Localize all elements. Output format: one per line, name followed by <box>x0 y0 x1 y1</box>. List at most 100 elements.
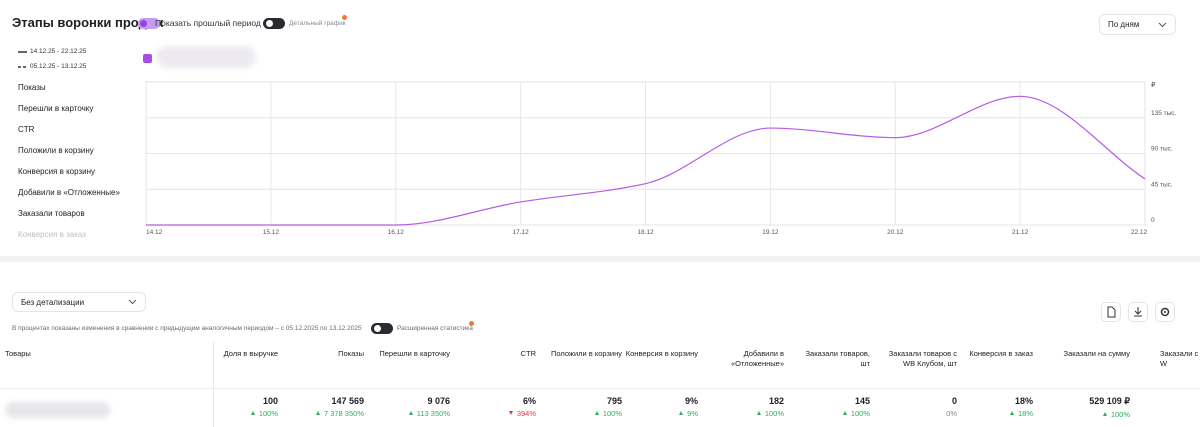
period-select-label: По дням <box>1108 20 1140 29</box>
blurred-product <box>5 402 110 418</box>
chevron <box>1158 22 1167 27</box>
table-cell: 147 569 7 378 350% <box>254 396 364 418</box>
change-text: 100% <box>764 409 784 418</box>
series-line <box>145 95 1146 226</box>
cell-change: 100% <box>760 409 870 418</box>
cell-value: 0 <box>951 396 957 406</box>
column-header: Перешли в карточку <box>379 349 450 358</box>
change-text: 9% <box>687 409 698 418</box>
metric-item: Конверсия в корзину <box>18 167 96 176</box>
change-text: 7 378 350% <box>323 409 364 418</box>
download-button[interactable] <box>1128 302 1148 322</box>
metric-item: Перешли в карточку <box>18 104 94 113</box>
column-header: Показы <box>338 349 364 358</box>
y-tick-label: 135 тыс. <box>1151 110 1177 117</box>
chart: ₽0 45 тыс. 90 тыс. 135 тыс. 14.12 15.12 16.12 1… <box>145 81 1177 236</box>
column-header: Заказали с W <box>1160 349 1199 368</box>
chevron <box>128 299 137 305</box>
cell-value: 145 <box>854 396 870 406</box>
legend-item: 14.12.25 - 22.12.25 <box>30 48 87 55</box>
cell-value: 529 109 ₽ <box>1089 396 1130 406</box>
trend-arrow <box>1009 411 1014 415</box>
trend-arrow <box>842 411 847 415</box>
toggle-previous-label: Показать прошлый период <box>155 18 261 28</box>
badge <box>469 321 474 326</box>
badge <box>342 15 347 20</box>
gear-icon <box>1160 307 1170 317</box>
cell-change: 18% <box>923 409 1033 418</box>
divider <box>0 388 1200 389</box>
cell-value: 795 <box>606 396 622 406</box>
change-text: 100% <box>258 409 278 418</box>
legend-item: 05.12.25 - 13.12.25 <box>30 63 87 70</box>
cell-change: 100% <box>512 409 622 418</box>
change-text: 18% <box>1017 409 1033 418</box>
settings-button[interactable] <box>1155 302 1175 322</box>
cell-value: 147 569 <box>331 396 364 406</box>
change-text: 100% <box>850 409 870 418</box>
table-cell: 6% 394% <box>426 396 536 418</box>
x-tick-label: 15.12 <box>263 229 280 236</box>
x-tick-label: 17.12 <box>512 229 529 236</box>
period-select[interactable]: По дням <box>1099 14 1176 35</box>
table-cell: 9 076 113 350% <box>340 396 450 418</box>
cell-value: 100 <box>262 396 278 406</box>
column-header: Заказали товаров с WB Клубом, шт <box>888 349 957 368</box>
toggle-extended-label: Расширенная статистика <box>397 325 473 332</box>
cell-change: 100% <box>168 409 278 418</box>
y-tick-label: 45 тыс. <box>1151 181 1173 188</box>
column-header: Конверсия в заказ <box>969 349 1033 358</box>
cell-value: 9 076 <box>427 396 450 406</box>
cell-value: 182 <box>768 396 784 406</box>
checkbox[interactable] <box>143 54 152 63</box>
y-unit: ₽ <box>1151 81 1156 89</box>
table-cell: 529 109 ₽ 100% <box>1020 396 1130 419</box>
metric-item: Добавили в «Отложенные» <box>18 188 120 197</box>
change-text: 100% <box>602 409 622 418</box>
table-cell: 9% 9% <box>588 396 698 418</box>
x-tick-label: 20.12 <box>887 229 904 236</box>
toggle-detailed-label: Детальный график <box>289 20 346 27</box>
blurred-product <box>156 46 256 68</box>
trend-arrow <box>408 411 413 415</box>
toggle-extended[interactable] <box>371 323 393 334</box>
column-header: Конверсия в корзину <box>625 349 698 358</box>
table-card: Без детализации В процентах показаны изм… <box>0 262 1200 427</box>
title: Этапы воронки продаж <box>12 15 164 30</box>
metric-item: Положили в корзину <box>18 146 94 155</box>
detail-select[interactable]: Без детализации <box>12 292 146 312</box>
column-header: Доля в выручке <box>223 349 278 358</box>
table-cell: 145 100% <box>760 396 870 418</box>
trend-arrow <box>756 411 761 415</box>
change-text: 113 350% <box>416 409 450 418</box>
cell-value: 9% <box>684 396 698 406</box>
trend-arrow <box>250 411 255 415</box>
column-header: Положили в корзину <box>550 349 622 358</box>
x-tick-label: 14.12 <box>146 229 163 236</box>
funnel-card: Этапы воронки продаж Показать прошлый пе… <box>0 0 1200 256</box>
trend-arrow <box>1102 412 1107 416</box>
column-header: CTR <box>520 349 536 358</box>
cell-change: 113 350% <box>340 409 450 418</box>
trend-arrow <box>315 411 320 415</box>
cell-value: 6% <box>522 396 536 406</box>
cell-change: 394% <box>426 409 536 418</box>
cell-value: 18% <box>1014 396 1033 406</box>
toggle-detailed[interactable] <box>263 18 285 29</box>
x-tick-label: 21.12 <box>1012 229 1029 236</box>
export-button[interactable] <box>1101 302 1121 322</box>
note: В процентах показаны изменения в сравнен… <box>12 325 362 332</box>
table-cell: 182 100% <box>674 396 784 418</box>
legend-icons <box>18 51 27 68</box>
table-cell: 0 0% <box>847 396 957 418</box>
metric-item: CTR <box>18 125 35 134</box>
x-tick-label: 19.12 <box>762 229 779 236</box>
trend-arrow <box>679 411 684 415</box>
trend-arrow <box>508 411 513 415</box>
metric-item: Показы <box>18 83 46 92</box>
toggle-previous[interactable] <box>138 18 160 29</box>
change-text: 0% <box>946 409 957 418</box>
divider <box>213 342 214 427</box>
x-tick-label: 22.12 <box>1131 229 1148 236</box>
